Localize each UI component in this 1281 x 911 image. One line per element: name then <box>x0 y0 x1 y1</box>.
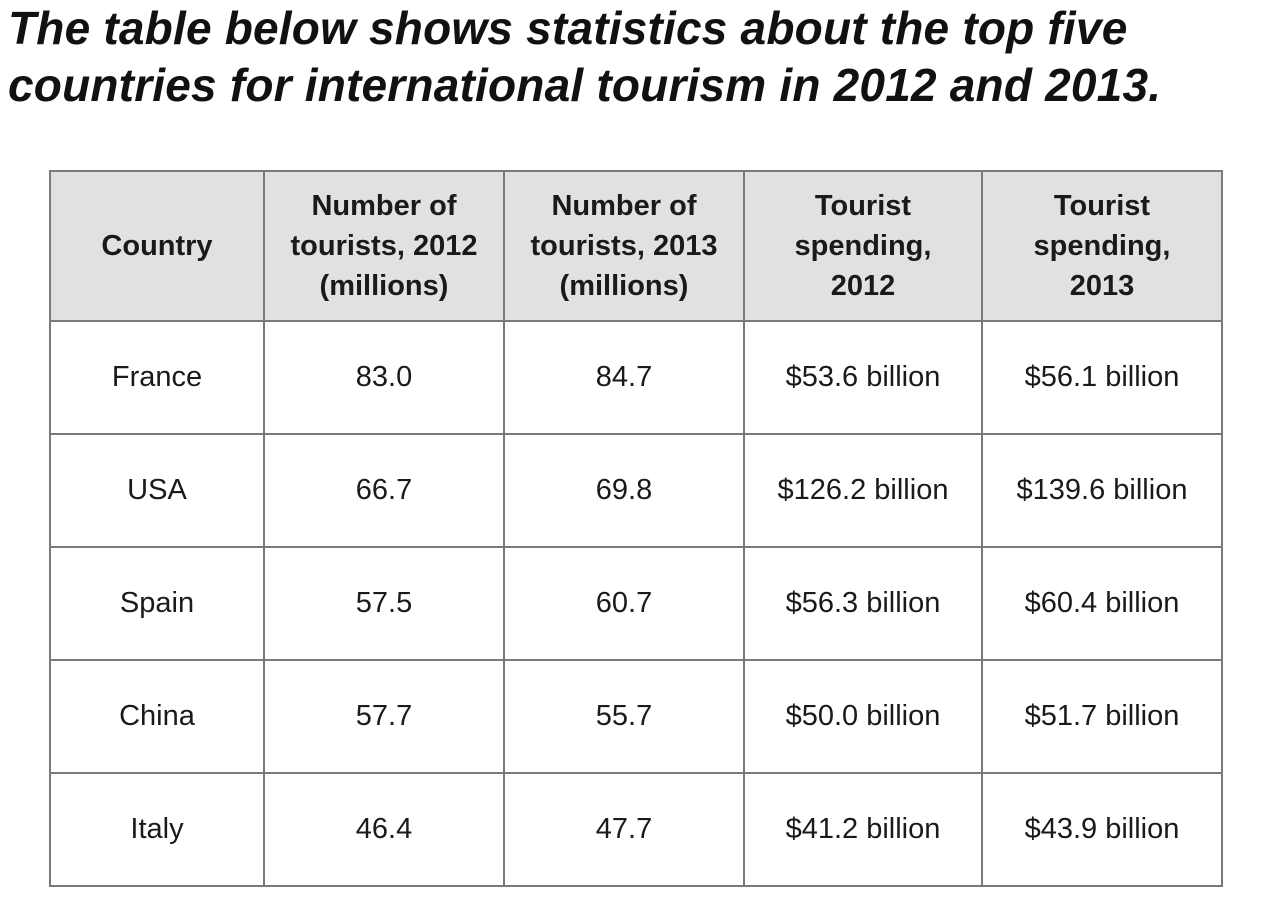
table-title: The table below shows statistics about t… <box>8 2 1162 111</box>
cell-tourists-2013: 60.7 <box>503 546 745 661</box>
column-header-tourists-2012: Number of tourists, 2012 (millions) <box>263 170 505 322</box>
cell-spending-2012: $53.6 billion <box>743 320 983 435</box>
cell-tourists-2013: 69.8 <box>503 433 745 548</box>
table-header-row: Country Number of tourists, 2012 (millio… <box>49 170 1223 322</box>
column-header-tourists-2013: Number of tourists, 2013 (millions) <box>503 170 745 322</box>
cell-tourists-2013: 55.7 <box>503 659 745 774</box>
table-row-italy: Italy 46.4 47.7 $41.2 billion $43.9 bill… <box>49 772 1223 887</box>
table-row-france: France 83.0 84.7 $53.6 billion $56.1 bil… <box>49 320 1223 435</box>
tourism-statistics-table: Country Number of tourists, 2012 (millio… <box>49 170 1223 887</box>
cell-country: France <box>49 320 265 435</box>
cell-spending-2013: $139.6 billion <box>981 433 1223 548</box>
cell-spending-2013: $51.7 billion <box>981 659 1223 774</box>
column-header-country: Country <box>49 170 265 322</box>
cell-tourists-2012: 46.4 <box>263 772 505 887</box>
table-row-usa: USA 66.7 69.8 $126.2 billion $139.6 bill… <box>49 433 1223 548</box>
cell-spending-2012: $126.2 billion <box>743 433 983 548</box>
table-row-spain: Spain 57.5 60.7 $56.3 billion $60.4 bill… <box>49 546 1223 661</box>
cell-tourists-2013: 84.7 <box>503 320 745 435</box>
cell-country: China <box>49 659 265 774</box>
cell-country: USA <box>49 433 265 548</box>
column-header-spending-2012: Tourist spending, 2012 <box>743 170 983 322</box>
cell-country: Spain <box>49 546 265 661</box>
cell-tourists-2012: 57.5 <box>263 546 505 661</box>
cell-tourists-2012: 57.7 <box>263 659 505 774</box>
cell-spending-2013: $43.9 billion <box>981 772 1223 887</box>
column-header-spending-2013: Tourist spending, 2013 <box>981 170 1223 322</box>
cell-tourists-2012: 83.0 <box>263 320 505 435</box>
cell-tourists-2013: 47.7 <box>503 772 745 887</box>
cell-spending-2012: $41.2 billion <box>743 772 983 887</box>
table-row-china: China 57.7 55.7 $50.0 billion $51.7 bill… <box>49 659 1223 774</box>
cell-spending-2013: $60.4 billion <box>981 546 1223 661</box>
cell-spending-2013: $56.1 billion <box>981 320 1223 435</box>
cell-spending-2012: $56.3 billion <box>743 546 983 661</box>
cell-spending-2012: $50.0 billion <box>743 659 983 774</box>
cell-tourists-2012: 66.7 <box>263 433 505 548</box>
cell-country: Italy <box>49 772 265 887</box>
